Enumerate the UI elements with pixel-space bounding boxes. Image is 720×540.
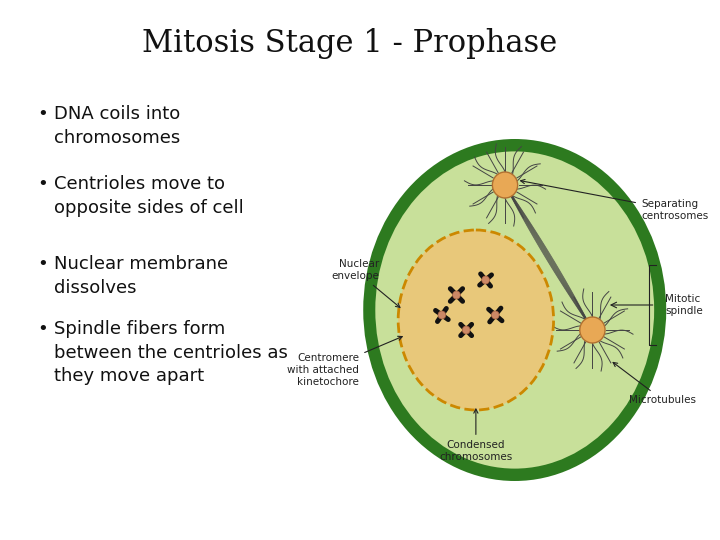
Circle shape [482,276,490,284]
Circle shape [438,311,446,319]
Text: Centromere
with attached
kinetochore: Centromere with attached kinetochore [287,336,402,387]
Text: •: • [37,105,48,123]
Text: Nuclear
envelope: Nuclear envelope [331,259,400,307]
Text: •: • [37,255,48,273]
Text: •: • [37,320,48,338]
Circle shape [453,291,460,299]
Text: Condensed
chromosomes: Condensed chromosomes [439,409,513,462]
Text: Mitotic
spindle: Mitotic spindle [665,294,703,316]
Circle shape [492,311,499,319]
Text: Separating
centrosomes: Separating centrosomes [521,179,708,221]
Text: DNA coils into
chromosomes: DNA coils into chromosomes [55,105,181,146]
Text: Nuclear membrane
dissolves: Nuclear membrane dissolves [55,255,228,296]
Circle shape [580,317,605,343]
Text: Microtubules: Microtubules [613,362,696,405]
Ellipse shape [363,139,666,481]
Ellipse shape [374,150,655,470]
Text: Spindle fibers form
between the centrioles as
they move apart: Spindle fibers form between the centriol… [55,320,288,385]
Text: Centrioles move to
opposite sides of cell: Centrioles move to opposite sides of cel… [55,175,244,217]
Circle shape [462,326,470,334]
Text: •: • [37,175,48,193]
Circle shape [492,172,518,198]
Text: Mitosis Stage 1 - Prophase: Mitosis Stage 1 - Prophase [142,28,557,59]
Ellipse shape [398,230,554,410]
